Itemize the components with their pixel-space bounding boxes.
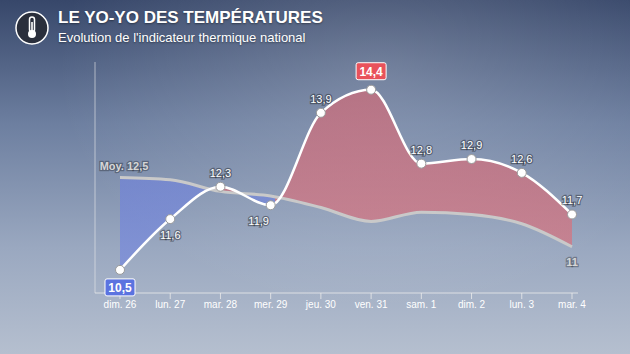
svg-text:12,9: 12,9 (461, 139, 482, 151)
html-text:Evolution de l'indicateur ther: Evolution de l'indicateur thermique nati… (58, 30, 306, 45)
svg-text:mar. 4: mar. 4 (558, 299, 586, 310)
svg-text:lun. 27: lun. 27 (155, 299, 185, 310)
svg-text:sam. 1: sam. 1 (406, 299, 436, 310)
svg-text:mer. 29: mer. 29 (254, 299, 288, 310)
svg-text:10,5: 10,5 (108, 281, 132, 295)
svg-text:14,4: 14,4 (359, 65, 383, 79)
svg-text:jeu. 30: jeu. 30 (305, 299, 336, 310)
svg-text:11: 11 (566, 256, 578, 268)
svg-text:dim. 2: dim. 2 (458, 299, 486, 310)
svg-text:11,7: 11,7 (562, 194, 583, 206)
svg-text:mar. 28: mar. 28 (204, 299, 238, 310)
svg-text:13,9: 13,9 (310, 93, 331, 105)
html-text:LE YO-YO DES TEMPÉRATURES: LE YO-YO DES TEMPÉRATURES (58, 8, 323, 27)
svg-text:lun. 3: lun. 3 (510, 299, 535, 310)
svg-text:12,6: 12,6 (511, 153, 532, 165)
svg-text:12,8: 12,8 (411, 144, 432, 156)
svg-text:Moy. 12,5: Moy. 12,5 (100, 160, 149, 172)
svg-text:11,6: 11,6 (160, 229, 181, 241)
svg-text:11,9: 11,9 (248, 215, 269, 227)
svg-text:dim. 26: dim. 26 (104, 299, 137, 310)
svg-text:12,3: 12,3 (210, 167, 231, 179)
svg-text:ven. 31: ven. 31 (355, 299, 388, 310)
